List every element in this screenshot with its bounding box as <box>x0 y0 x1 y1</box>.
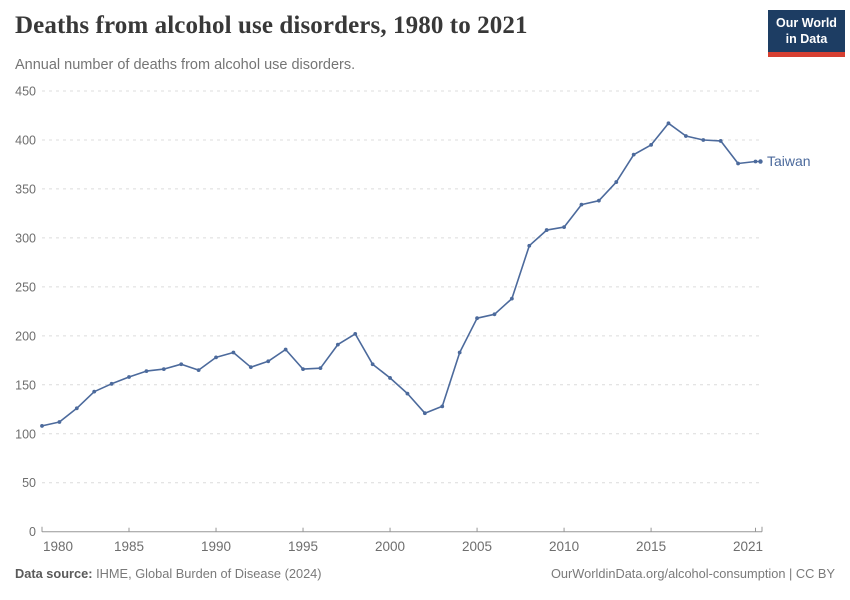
data-point-1992[interactable] <box>248 365 253 370</box>
y-tick-label-50: 50 <box>22 476 36 490</box>
data-line <box>41 122 757 427</box>
data-point-2006[interactable] <box>492 312 497 317</box>
data-point-1990[interactable] <box>214 355 218 360</box>
owid-logo[interactable]: Our World in Data <box>768 10 845 57</box>
data-point-2008[interactable] <box>527 243 532 248</box>
owid-logo-red-bar <box>768 51 845 57</box>
data-point-2014[interactable] <box>631 152 636 157</box>
x-tick-label-2021: 2021 <box>733 539 763 554</box>
y-tick-label-400: 400 <box>15 133 36 147</box>
data-point-1994[interactable] <box>283 347 288 352</box>
data-point-1998[interactable] <box>353 331 358 336</box>
data-point-1996[interactable] <box>318 366 323 371</box>
data-point-1997[interactable] <box>335 342 340 347</box>
data-point-2005[interactable] <box>475 316 479 321</box>
y-tick-label-450: 450 <box>15 85 36 99</box>
data-point-2009[interactable] <box>544 228 549 232</box>
data-point-2010[interactable] <box>562 225 566 230</box>
data-point-1986[interactable] <box>144 369 149 373</box>
data-point-1981[interactable] <box>57 420 62 424</box>
data-point-1991[interactable] <box>231 350 236 355</box>
data-point-1995[interactable] <box>301 367 305 372</box>
data-point-2020[interactable] <box>736 161 740 166</box>
x-axis <box>41 526 763 533</box>
chart-title: Deaths from alcohol use disorders, 1980 … <box>15 12 528 39</box>
data-source-note: Data source: IHME, Global Burden of Dise… <box>15 566 322 581</box>
data-point-2003[interactable] <box>440 404 445 409</box>
data-point-2000[interactable] <box>388 376 392 380</box>
data-point-2002[interactable] <box>422 411 427 416</box>
x-tick-label-2015: 2015 <box>636 539 666 554</box>
x-tick-label-2000: 2000 <box>375 539 405 554</box>
x-tick-label-1990: 1990 <box>201 539 231 554</box>
data-point-2001[interactable] <box>405 391 410 396</box>
y-tick-label-0: 0 <box>29 525 36 539</box>
data-point-2012[interactable] <box>596 198 601 203</box>
x-tick-label-1980: 1980 <box>43 539 73 554</box>
data-point-2011[interactable] <box>579 202 584 207</box>
data-point-1989[interactable] <box>196 368 201 373</box>
data-point-2007[interactable] <box>509 296 514 301</box>
y-tick-label-350: 350 <box>15 182 36 196</box>
footer-link[interactable]: OurWorldinData.org/alcohol-consumption |… <box>550 566 835 581</box>
x-tick-label-1995: 1995 <box>288 539 318 554</box>
data-point-2015[interactable] <box>649 142 653 147</box>
y-axis-labels: 0 50 100 150 200 250 300 350 400 450 <box>15 85 36 540</box>
x-tick-label-2005: 2005 <box>462 539 492 554</box>
data-point-1984[interactable] <box>109 381 114 386</box>
data-point-1993[interactable] <box>266 359 271 364</box>
data-point-1983[interactable] <box>92 389 97 394</box>
chart-subtitle: Annual number of deaths from alcohol use… <box>15 57 356 73</box>
data-point-2016[interactable] <box>666 121 671 126</box>
y-tick-label-200: 200 <box>15 329 36 343</box>
y-gridlines <box>42 90 762 484</box>
owid-logo-text: Our World in Data <box>768 10 845 52</box>
data-point-2013[interactable] <box>614 180 619 184</box>
data-point-1985[interactable] <box>127 375 131 379</box>
chart-footer: Data source: IHME, Global Burden of Dise… <box>15 566 835 581</box>
data-point-1999[interactable] <box>370 362 375 367</box>
data-point-2019[interactable] <box>718 139 723 143</box>
data-series-taiwan[interactable] <box>40 121 763 428</box>
data-point-2004[interactable] <box>457 350 462 355</box>
data-point-1987[interactable] <box>161 367 166 372</box>
y-tick-label-100: 100 <box>15 427 36 441</box>
data-point-1982[interactable] <box>74 406 79 411</box>
data-point-1980[interactable] <box>40 424 44 428</box>
data-point-2018[interactable] <box>701 138 706 142</box>
data-point-1988[interactable] <box>179 362 184 367</box>
x-axis-labels: 1980 1985 1990 1995 2000 2005 2010 2015 2021 <box>43 539 763 554</box>
y-tick-label-250: 250 <box>15 280 36 294</box>
x-tick-label-2010: 2010 <box>549 539 579 554</box>
data-point-2017[interactable] <box>683 134 688 138</box>
y-tick-label-300: 300 <box>15 231 36 245</box>
series-end-dot <box>758 159 763 164</box>
series-label-taiwan: Taiwan <box>767 153 811 169</box>
x-tick-label-1985: 1985 <box>114 539 144 554</box>
y-tick-label-150: 150 <box>15 378 36 392</box>
